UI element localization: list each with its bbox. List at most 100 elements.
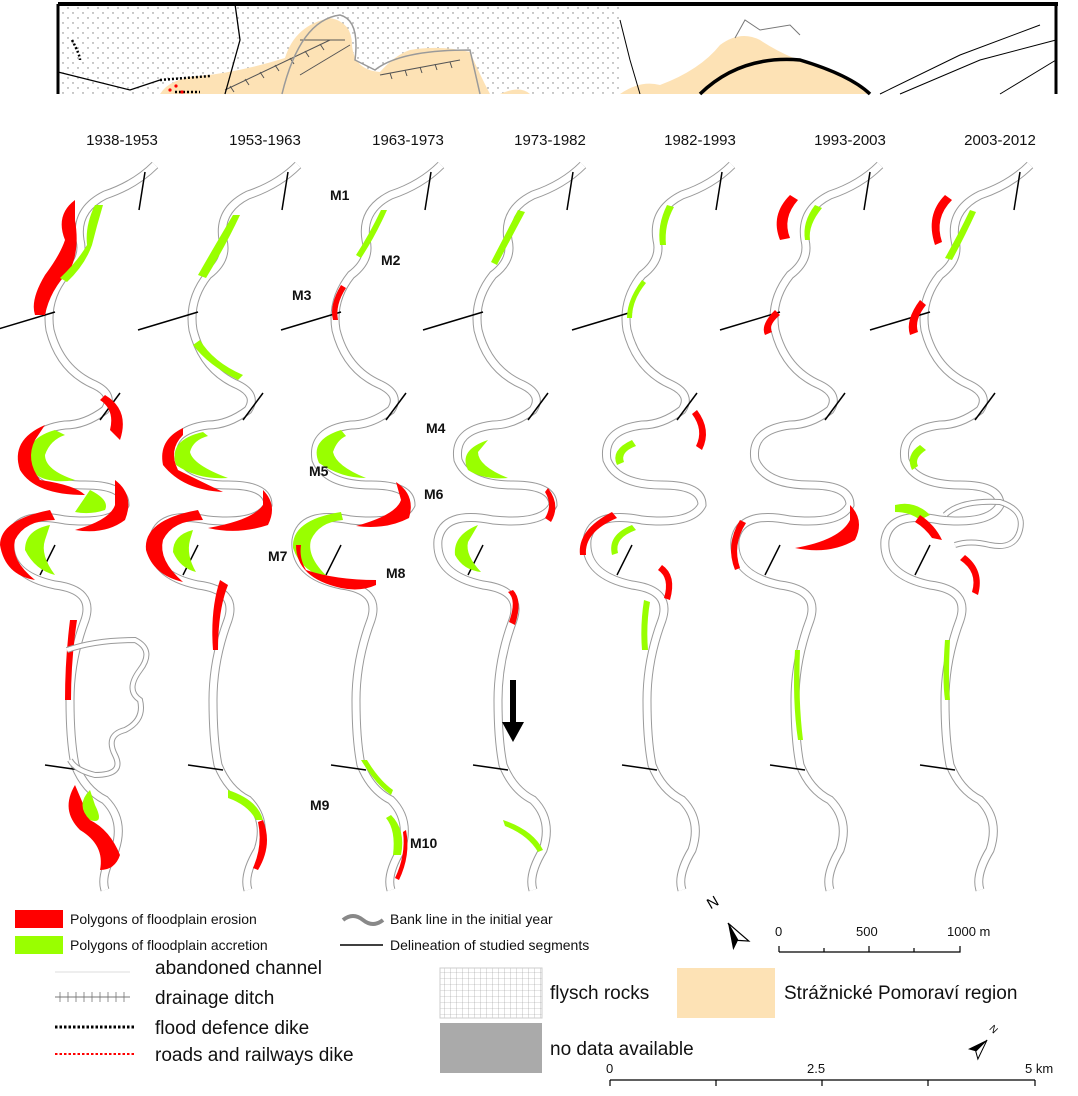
erosion-polygon <box>579 512 617 555</box>
meander-label: M9 <box>310 797 330 813</box>
accretion-polygon <box>228 790 263 820</box>
svg-text:N: N <box>987 1023 1000 1036</box>
accretion-swatch <box>15 936 63 954</box>
period-label: 2003-2012 <box>964 132 1036 149</box>
svg-text:5 km: 5 km <box>1025 1061 1053 1076</box>
accretion-polygon <box>60 205 103 282</box>
delineation-legend-label: Delineation of studied segments <box>390 937 589 953</box>
accretion-polygon <box>641 600 650 650</box>
abandoned-loop <box>65 636 150 779</box>
meander-label: M10 <box>410 835 437 851</box>
erosion-polygon <box>658 565 673 600</box>
north-arrow-icon: N <box>704 893 751 951</box>
channel-map-1982-1993 <box>572 165 732 890</box>
accretion-polygon <box>794 650 803 740</box>
erosion-polygon <box>332 285 346 320</box>
accretion-polygon <box>611 525 636 555</box>
accretion-polygon <box>75 490 106 514</box>
flow-direction-arrow <box>502 680 524 742</box>
drainage-legend-label: drainage ditch <box>155 988 274 1009</box>
accretion-polygon <box>292 512 343 580</box>
erosion-polygon <box>795 505 859 551</box>
svg-text:0: 0 <box>606 1061 613 1076</box>
flood-dike-legend-label: flood defence dike <box>155 1018 309 1039</box>
erosion-polygon <box>296 545 376 590</box>
accretion-polygon <box>909 445 926 470</box>
channel-map-1963-1973 <box>281 165 441 890</box>
accretion-polygon <box>198 215 240 278</box>
svg-text:1000 m: 1000 m <box>947 924 990 939</box>
period-label: 1973-1982 <box>514 132 586 149</box>
erosion-polygon <box>545 488 556 522</box>
erosion-polygon <box>17 425 85 495</box>
legend-bottom: abandoned channel drainage ditch flood d… <box>55 958 1017 1073</box>
meander-labels: M1 M2 M3 M4 M5 M6 M7 M8 M9 M10 <box>268 187 446 851</box>
erosion-polygon <box>356 482 411 527</box>
accretion-polygon <box>943 640 950 700</box>
accretion-polygon <box>82 790 99 821</box>
accretion-polygon <box>386 815 403 855</box>
north-label: N <box>704 893 722 913</box>
nodata-swatch <box>440 1023 542 1073</box>
erosion-polygon <box>731 520 746 570</box>
accretion-polygon <box>27 430 75 482</box>
erosion-polygon <box>212 580 228 650</box>
accretion-polygon <box>804 205 822 240</box>
meander-label: M7 <box>268 548 288 564</box>
legend-top: Polygons of floodplain erosion Polygons … <box>15 910 589 954</box>
channel-map-1938-1953 <box>0 165 155 890</box>
period-label: 1938-1953 <box>86 132 158 149</box>
meander-label: M3 <box>292 287 312 303</box>
period-headers: 1938-1953 1953-1963 1963-1973 1973-1982 … <box>86 132 1036 149</box>
accretion-polygon <box>945 210 976 260</box>
svg-text:500: 500 <box>856 924 878 939</box>
svg-text:0: 0 <box>775 924 782 939</box>
erosion-polygon <box>931 195 952 245</box>
meander-label: M6 <box>424 486 444 502</box>
channel-map-2003-2012 <box>870 165 1030 890</box>
accretion-polygon <box>316 430 366 478</box>
region-legend-label: Strážnické Pomoraví region <box>784 983 1017 1004</box>
erosion-polygon <box>508 590 519 625</box>
svg-text:2.5: 2.5 <box>807 1061 825 1076</box>
accretion-polygon <box>465 440 508 479</box>
erosion-polygon <box>692 410 706 450</box>
erosion-polygon <box>915 515 942 540</box>
accretion-polygon <box>356 210 387 258</box>
accretion-polygon <box>503 820 543 852</box>
roads-dike-legend-label: roads and railways dike <box>155 1045 354 1066</box>
erosion-polygon <box>33 200 77 315</box>
meander-label: M5 <box>309 463 329 479</box>
bankline-legend-label: Bank line in the initial year <box>390 911 553 927</box>
overview-map-strip <box>56 2 1058 96</box>
meander-label: M2 <box>381 252 401 268</box>
accretion-polygon <box>173 530 196 572</box>
channel-map-1953-1963 <box>138 165 298 890</box>
channel-map-1973-1982 <box>423 165 583 890</box>
nodata-legend-label: no data available <box>550 1039 694 1060</box>
accretion-polygon <box>174 432 228 479</box>
erosion-polygon <box>208 490 272 531</box>
meander-label: M8 <box>386 565 406 581</box>
channel-map-1993-2003 <box>720 165 880 890</box>
period-label: 1963-1973 <box>372 132 444 149</box>
erosion-polygon <box>960 555 980 595</box>
erosion-legend-label: Polygons of floodplain erosion <box>70 911 257 927</box>
scale-bar-small: 0 500 1000 m <box>775 924 990 953</box>
meander-label: M1 <box>330 187 350 203</box>
accretion-polygon <box>659 205 674 245</box>
accretion-polygon <box>491 210 525 265</box>
erosion-polygon <box>776 195 798 240</box>
period-label: 1993-2003 <box>814 132 886 149</box>
erosion-polygon <box>0 510 55 580</box>
erosion-polygon <box>75 480 129 532</box>
meander-label: M4 <box>426 420 446 436</box>
period-label: 1953-1963 <box>229 132 301 149</box>
erosion-polygon <box>100 395 123 440</box>
scale-bar-large: 0 2.5 5 km <box>606 1061 1053 1086</box>
erosion-polygon <box>145 510 203 582</box>
region-fill <box>160 18 490 94</box>
region-swatch <box>677 968 775 1018</box>
accretion-polygon <box>627 280 646 318</box>
erosion-swatch <box>15 910 63 928</box>
